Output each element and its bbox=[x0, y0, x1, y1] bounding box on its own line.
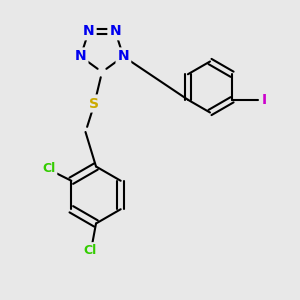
Text: N: N bbox=[110, 24, 121, 38]
Text: N: N bbox=[75, 50, 86, 64]
Text: N: N bbox=[118, 50, 129, 64]
Text: I: I bbox=[262, 93, 267, 107]
Text: S: S bbox=[89, 97, 100, 110]
Text: N: N bbox=[83, 24, 94, 38]
Text: Cl: Cl bbox=[83, 244, 97, 257]
Text: Cl: Cl bbox=[42, 162, 56, 175]
